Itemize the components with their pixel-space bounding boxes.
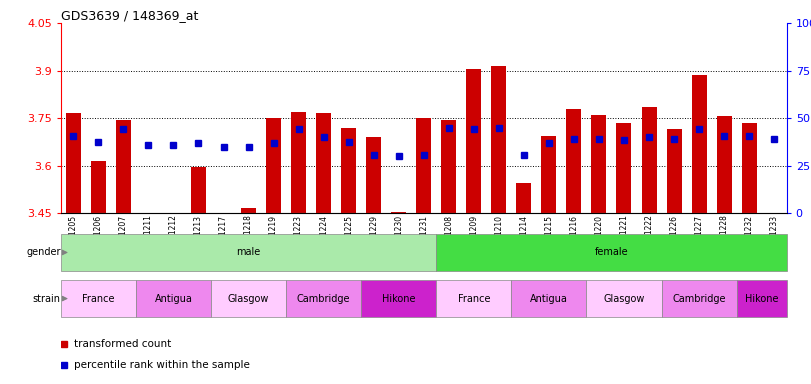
Text: transformed count: transformed count bbox=[74, 339, 171, 349]
Text: Antigua: Antigua bbox=[530, 293, 568, 304]
Text: Hikone: Hikone bbox=[744, 293, 779, 304]
Text: strain: strain bbox=[32, 293, 61, 304]
Bar bbox=[211, 280, 286, 317]
Bar bbox=[466, 69, 481, 213]
Bar bbox=[692, 75, 706, 213]
Bar bbox=[416, 118, 431, 213]
Bar bbox=[291, 112, 306, 213]
Bar bbox=[736, 280, 787, 317]
Text: Cambridge: Cambridge bbox=[672, 293, 726, 304]
Bar bbox=[436, 280, 512, 317]
Bar bbox=[341, 127, 356, 213]
Bar bbox=[591, 115, 607, 213]
Text: Glasgow: Glasgow bbox=[603, 293, 645, 304]
Bar bbox=[616, 123, 632, 213]
Text: Cambridge: Cambridge bbox=[297, 293, 350, 304]
Text: GDS3639 / 148369_at: GDS3639 / 148369_at bbox=[61, 9, 198, 22]
Bar bbox=[367, 137, 381, 213]
Bar bbox=[361, 280, 436, 317]
Text: France: France bbox=[457, 293, 490, 304]
Text: Hikone: Hikone bbox=[382, 293, 415, 304]
Bar bbox=[667, 129, 681, 213]
Bar bbox=[662, 280, 736, 317]
Bar bbox=[241, 209, 256, 213]
Bar bbox=[436, 234, 787, 271]
Bar bbox=[316, 113, 331, 213]
Bar bbox=[642, 107, 657, 213]
Text: male: male bbox=[237, 247, 260, 258]
Bar bbox=[566, 109, 581, 213]
Bar bbox=[741, 123, 757, 213]
Bar bbox=[191, 167, 206, 213]
Text: Glasgow: Glasgow bbox=[228, 293, 269, 304]
Text: Antigua: Antigua bbox=[155, 293, 192, 304]
Text: percentile rank within the sample: percentile rank within the sample bbox=[74, 360, 250, 370]
Bar bbox=[542, 136, 556, 213]
Bar bbox=[491, 66, 506, 213]
Text: female: female bbox=[594, 247, 629, 258]
Bar bbox=[136, 280, 211, 317]
Bar bbox=[61, 234, 436, 271]
Bar bbox=[116, 120, 131, 213]
Bar bbox=[586, 280, 662, 317]
Bar bbox=[441, 120, 457, 213]
Bar bbox=[512, 280, 586, 317]
Bar bbox=[66, 113, 81, 213]
Bar bbox=[286, 280, 361, 317]
Bar bbox=[717, 116, 732, 213]
Text: France: France bbox=[82, 293, 114, 304]
Bar bbox=[266, 118, 281, 213]
Bar bbox=[391, 212, 406, 213]
Text: gender: gender bbox=[26, 247, 61, 258]
Bar bbox=[61, 280, 136, 317]
Bar bbox=[517, 183, 531, 213]
Bar bbox=[91, 161, 106, 213]
